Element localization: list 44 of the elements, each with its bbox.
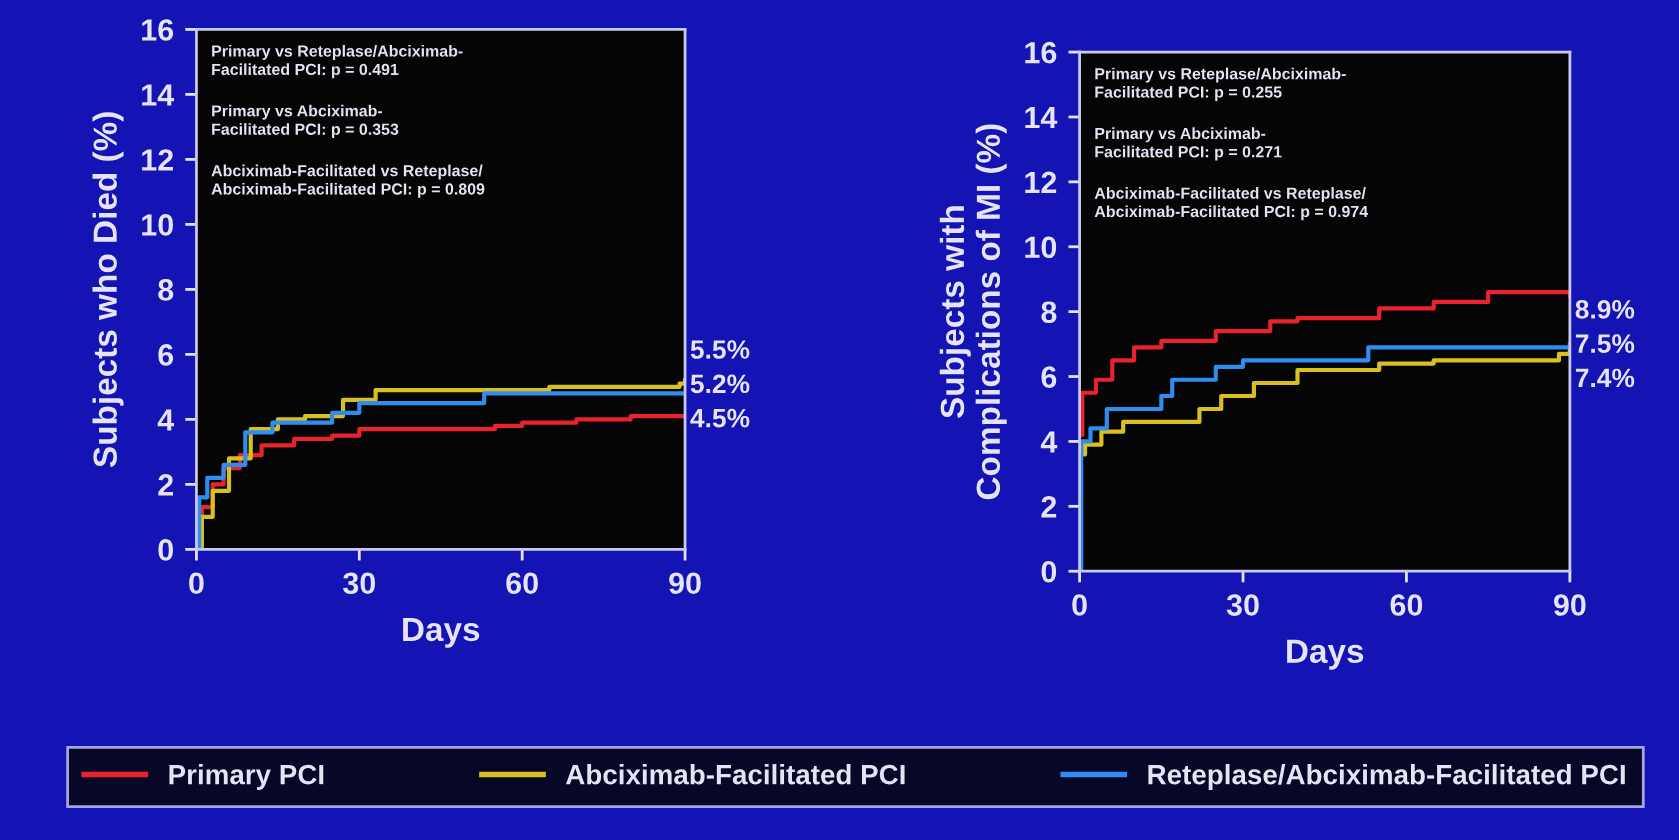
y-tick-label: 4 [1040,431,1058,453]
x-tick-label: 0 [1072,594,1087,616]
y-tick-label: 4 [157,409,175,431]
y-tick-label: 8 [158,279,174,301]
legend-label: Reteplase/Abciximab-Facilitated PCI [1148,764,1625,790]
x-tick-label: 90 [669,572,701,595]
y-axis-title: Subjects who Died (%) [92,112,124,468]
x-tick-label: 60 [506,572,538,595]
x-tick-label: 30 [343,572,376,595]
y-tick-label: 12 [142,149,173,171]
y-tick-label: 16 [142,19,174,41]
annotation: Primary vs Abciximab- Facilitated PCI: p = 0.353 [212,104,399,139]
y-tick-label: 16 [1025,41,1057,64]
text: 8.9% [1575,300,1635,319]
y-tick-label: 2 [158,474,173,496]
y-tick-label: 10 [1025,236,1057,259]
y-tick-label: 14 [1025,107,1058,129]
legend-label: Abciximab-Facilitated PCI [565,764,905,785]
text: 5.5% [690,340,750,359]
x-tick-label: 0 [189,572,204,595]
text: 7.4% [1575,368,1635,388]
y-tick-label: 12 [1025,171,1057,193]
text: 5.2% [690,374,750,394]
legend-label: Primary PCI [169,764,324,790]
annotation: Primary vs Abciximab- Facilitated PCI: p = 0.271 [1095,127,1282,161]
x-tick-label: 90 [1553,594,1586,616]
text: 7.5% [1575,334,1635,353]
y-tick-label: 6 [1041,366,1057,388]
y-axis-title: Subjects with Complications of MI (%) [939,124,1007,500]
text: 4.5% [690,408,750,428]
y-tick-label: 0 [158,539,173,561]
x-axis-title: Days [403,617,480,648]
annotation: Abciximab-Facilitated vs Reteplase/ Abciximab-Facilitated PCI: p = 0.809 [211,164,485,198]
y-tick-label: 10 [142,214,173,236]
annotation: Abciximab-Facilitated vs Reteplase/ Abciximab-Facilitated PCI: p = 0.974 [1094,187,1369,221]
y-tick-label: 8 [1041,301,1057,324]
x-tick-label: 60 [1390,594,1423,616]
y-tick-label: 14 [142,84,175,106]
y-tick-label: 2 [1041,496,1057,518]
y-tick-label: 6 [158,344,174,366]
annotation: Primary vs Reteplase/Abciximab- Facilitated PCI: p = 0.255 [1095,67,1346,101]
annotation: Primary vs Reteplase/Abciximab- Facilitated PCI: p = 0.491 [212,45,463,79]
x-axis-title: Days [1287,639,1364,670]
x-tick-label: 30 [1226,594,1259,616]
